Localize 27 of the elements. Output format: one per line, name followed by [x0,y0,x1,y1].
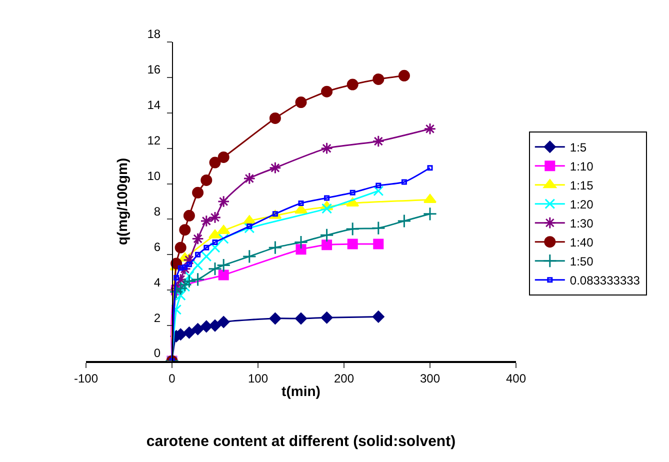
x-tick-label: 200 [334,371,354,386]
y-tick-label: 2 [154,310,161,325]
legend-label: 1:10 [570,160,594,174]
y-tick-label: 8 [154,204,161,218]
y-tick-label: 0 [154,346,161,360]
x-tick-label: 400 [506,371,526,386]
x-tick-label: 300 [420,371,440,386]
y-tick-label: 18 [147,27,161,42]
y-tick-label: 12 [147,134,161,148]
text: carotene content at different (solid:solvent) [146,432,456,450]
legend-label: 1:40 [570,236,594,250]
y-tick-label: 6 [154,240,161,254]
y-tick-label: 16 [147,62,161,77]
x-tick-label: 0 [168,371,176,386]
legend-label: 1:30 [570,216,594,230]
legend-label: 0.083333333 [570,274,640,288]
x-tick-label: 100 [248,371,268,386]
y-tick-label: 4 [154,275,161,290]
x-tick-label: -100 [74,371,98,386]
y-tick-label: 10 [147,168,161,183]
legend-label: 1:5 [570,140,587,154]
x-axis-title: t(min) [282,383,320,400]
y-tick-label: 14 [147,98,161,112]
legend-label: 1:15 [570,178,594,192]
legend-label: 1:50 [570,254,594,268]
y-axis-title: q(mg/100gm) [114,158,130,246]
legend-label: 1:20 [570,198,594,212]
